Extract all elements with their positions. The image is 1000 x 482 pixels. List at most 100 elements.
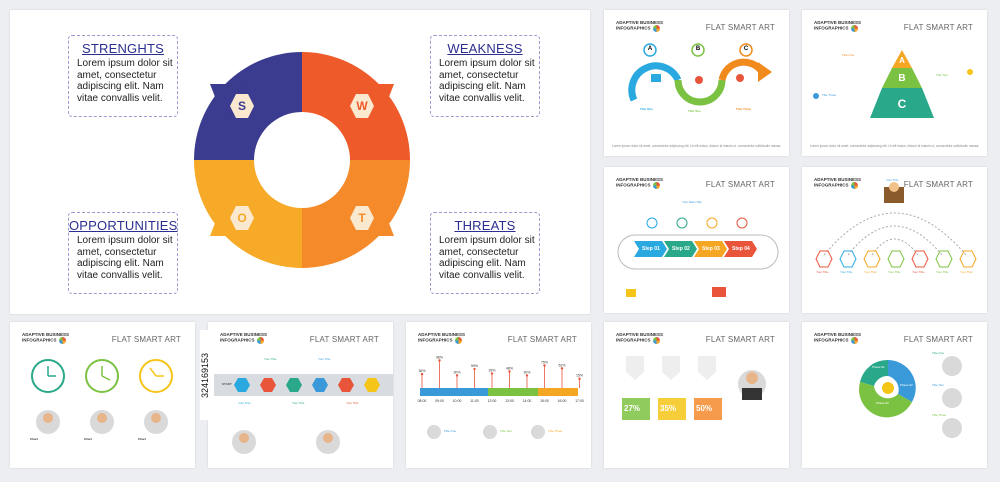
threats-box: THREATS Lorem ipsum dolor sit amet, cons… xyxy=(430,212,540,294)
pyramid-title-1: Title One xyxy=(842,53,855,57)
step-3-label: Step 03 xyxy=(702,246,720,252)
hex-row-start: START xyxy=(222,382,232,386)
letter-s: S xyxy=(237,99,246,113)
percent-1: 27% xyxy=(624,404,641,413)
timeline-time: 13:00 xyxy=(505,399,514,403)
flat-smart-art-label: FLAT SMART ART xyxy=(903,23,973,32)
flat-smart-art-label: FLAT SMART ART xyxy=(111,335,181,344)
pyramid-title-2: Title Two xyxy=(936,73,948,77)
timeline-dot xyxy=(508,370,511,373)
hex-w xyxy=(350,94,374,118)
timeline-dot xyxy=(578,377,581,380)
abc-title-3: Title Three xyxy=(736,107,752,111)
hex-o xyxy=(230,206,254,230)
flat-smart-art-label: FLAT SMART ART xyxy=(903,180,973,189)
timeline-dot xyxy=(420,372,424,376)
opportunities-body: Lorem ipsum dolor sit amet, consectetur … xyxy=(77,235,173,281)
timeline-dot xyxy=(438,359,441,362)
slide-percent[interactable]: ADAPTIVE BUSINESS INFOGRAPHICS FLAT SMART… xyxy=(604,322,789,468)
timeline-dot xyxy=(525,374,529,377)
timeline-dot xyxy=(560,367,564,370)
weakness-box: WEAKNESS Lorem ipsum dolor sit amet, con… xyxy=(430,35,540,117)
opportunities-title: OPPORTUNITIES xyxy=(69,218,178,233)
threats-title: THREATS xyxy=(454,218,516,233)
timeline-percent: 39% xyxy=(488,368,495,372)
flat-smart-art-label: FLAT SMART ART xyxy=(507,335,577,344)
cycle-phase-1: Phase 01 xyxy=(872,365,885,369)
step-2-label: Step 02 xyxy=(672,246,690,252)
tree-item-6: Your Title xyxy=(936,270,949,274)
clock-chart-label-2: Chart xyxy=(84,437,92,441)
timeline-name-2: Title Two xyxy=(500,429,512,433)
opportunities-box: OPPORTUNITIES Lorem ipsum dolor sit amet… xyxy=(68,212,178,294)
tree-item-3: Your Title xyxy=(864,270,877,274)
strengths-body: Lorem ipsum dolor sit amet, consectetur … xyxy=(77,58,173,104)
timeline-time: 08:00 xyxy=(418,399,427,403)
slide-clocks[interactable]: ADAPTIVE BUSINESS INFOGRAPHICS FLAT SMART… xyxy=(10,322,195,468)
clocks-graphic xyxy=(31,359,173,434)
flat-smart-art-label: FLAT SMART ART xyxy=(903,335,973,344)
clock-chart-label-3: Chart xyxy=(138,437,146,441)
steps-graphic xyxy=(617,217,779,297)
tree-main-title: Your Title xyxy=(886,178,899,182)
pyramid-title-3: Title Three xyxy=(822,93,837,97)
timeline-dot xyxy=(543,364,546,367)
abc-letter-b: B xyxy=(695,46,701,52)
cycle-title-1: Title One xyxy=(932,351,945,355)
slide-steps[interactable]: ADAPTIVE BUSINESS INFOGRAPHICS FLAT SMART… xyxy=(604,167,789,313)
timeline-graphic: 36% 08:00 98% 09:00 30% 10:00 59% 11:00 39% 12:00… xyxy=(418,355,584,439)
step-4-label: Step 04 xyxy=(732,246,750,252)
timeline-time: 17:00 xyxy=(575,399,584,403)
timeline-percent: 30% xyxy=(453,370,460,374)
weakness-title: WEAKNESS xyxy=(447,41,523,56)
pyramid-letter-c: C xyxy=(897,97,907,111)
strengths-title: STRENGHTS xyxy=(82,41,164,56)
abc-title-1: Title One xyxy=(640,107,653,111)
slide-abc-arrows[interactable]: ADAPTIVE BUSINESS INFOGRAPHICS FLAT SMART… xyxy=(604,10,789,156)
brand-logo: ADAPTIVE BUSINESS INFOGRAPHICS xyxy=(616,20,664,32)
abc-arrows-graphic xyxy=(628,43,772,106)
timeline-percent: 98% xyxy=(436,355,443,359)
hex-s xyxy=(230,94,254,118)
abc-letter-a: A xyxy=(647,46,653,52)
slide-hex-row[interactable]: ADAPTIVE BUSINESS INFOGRAPHICS FLAT SMART… xyxy=(208,322,393,468)
timeline-time: 09:00 xyxy=(435,399,444,403)
letter-t: T xyxy=(358,211,366,225)
slide-timeline[interactable]: ADAPTIVE BUSINESS INFOGRAPHICS FLAT SMART… xyxy=(406,322,591,468)
percent-graphic xyxy=(622,356,766,420)
hex-row-bottom-title-2: Your Title xyxy=(292,401,305,405)
pyramid-letter-b: B xyxy=(898,73,906,84)
timeline-name-1: Title One xyxy=(444,429,457,433)
flat-smart-art-label: FLAT SMART ART xyxy=(705,335,775,344)
clock-chart-label-1: Chart xyxy=(30,437,38,441)
brand-logo: ADAPTIVE BUSINESS INFOGRAPHICS xyxy=(22,332,70,344)
step-1-label: Step 01 xyxy=(642,246,660,252)
cycle-graphic xyxy=(859,356,962,438)
hex-row-bottom-title-1: Your Title xyxy=(238,401,251,405)
percent-3: 50% xyxy=(696,404,713,413)
timeline-percent: 62% xyxy=(558,363,565,367)
timeline-percent: 48% xyxy=(506,366,513,370)
pyramid-graphic xyxy=(813,50,973,118)
timeline-percent: 59% xyxy=(471,364,478,368)
pyramid-letter-a: A xyxy=(899,56,905,65)
timeline-time: 12:00 xyxy=(488,399,497,403)
timeline-percent: 75% xyxy=(541,361,548,365)
hex-row-top-title-1: Your Title xyxy=(264,357,277,361)
slide-tree[interactable]: ADAPTIVE BUSINESS INFOGRAPHICS FLAT SMART… xyxy=(802,167,987,313)
slide-footnote: Lorem ipsum dolor sit amet, consectetur … xyxy=(611,144,782,148)
tree-graphic xyxy=(815,182,977,268)
tree-item-2: Your Title xyxy=(840,270,853,274)
weakness-body: Lorem ipsum dolor sit amet, consectetur … xyxy=(439,58,535,104)
steps-main-title: Your Main Title xyxy=(682,200,702,204)
letter-o: O xyxy=(237,211,247,225)
timeline-dot xyxy=(473,367,476,371)
slide-cycle[interactable]: ADAPTIVE BUSINESS INFOGRAPHICS FLAT SMART… xyxy=(802,322,987,468)
slide-pyramid[interactable]: ADAPTIVE BUSINESS INFOGRAPHICS FLAT SMART… xyxy=(802,10,987,156)
brand-logo: ADAPTIVE BUSINESS INFOGRAPHICS xyxy=(220,332,268,344)
strengths-box: STRENGHTS Lorem ipsum dolor sit amet, co… xyxy=(68,35,178,117)
brand-logo: ADAPTIVE BUSINESS INFOGRAPHICS xyxy=(814,20,862,32)
main-swot-slide[interactable]: S W O T STRENGHTS Lorem ipsum dolor sit … xyxy=(10,10,590,314)
brand-logo: ADAPTIVE BUSINESS INFOGRAPHICS xyxy=(616,177,664,189)
tree-item-1: Your Title xyxy=(816,270,829,274)
